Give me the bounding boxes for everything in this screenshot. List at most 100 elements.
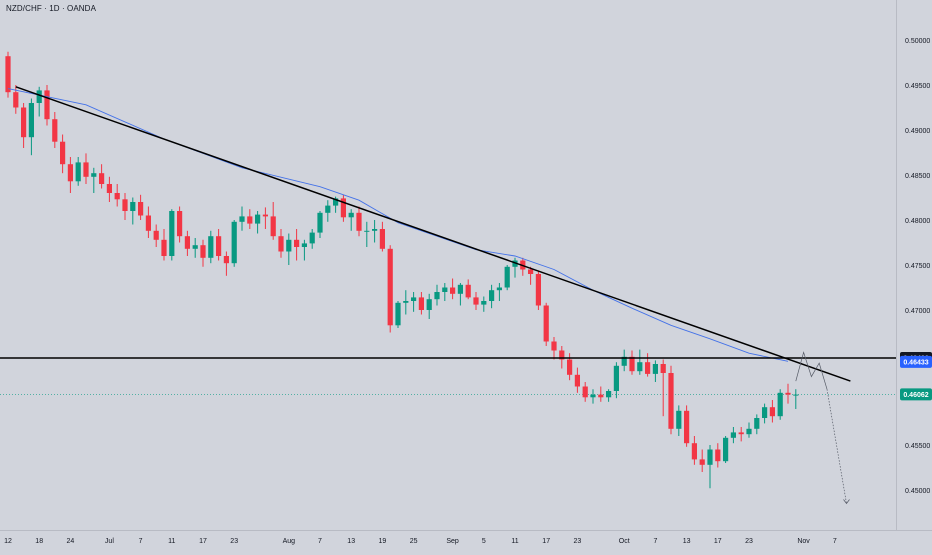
candle <box>60 134 66 174</box>
candle-body <box>153 230 159 240</box>
candle <box>239 206 245 231</box>
candle-body <box>28 103 34 138</box>
candle-body <box>309 232 315 244</box>
candle-body <box>598 394 604 398</box>
candle <box>707 445 713 489</box>
candle-body <box>676 410 682 429</box>
candle <box>652 360 658 382</box>
candle-body <box>200 245 206 258</box>
candle-body <box>543 305 549 342</box>
candle <box>606 389 612 402</box>
candle-body <box>372 229 378 231</box>
candle-body <box>559 350 565 360</box>
candle-body <box>457 284 463 294</box>
candle <box>465 279 471 300</box>
time-tick-label: 18 <box>35 538 43 545</box>
time-tick-label: 11 <box>168 538 175 545</box>
candle-body <box>574 374 580 387</box>
candle <box>645 353 651 377</box>
time-tick-label: 19 <box>379 538 387 545</box>
candle-body <box>340 198 346 218</box>
candle-body <box>395 302 401 326</box>
candle-body <box>356 212 362 231</box>
candle <box>247 209 253 229</box>
candle <box>75 157 81 186</box>
candle <box>192 238 198 258</box>
time-tick-label: 7 <box>653 538 657 545</box>
candle-body <box>567 359 573 375</box>
candle-body <box>216 236 222 256</box>
projection-zigzag <box>795 351 828 390</box>
candle <box>67 157 73 193</box>
candle <box>255 211 261 234</box>
candle <box>169 209 175 261</box>
time-tick-label: 17 <box>714 538 722 545</box>
candle-body <box>528 269 534 274</box>
time-tick-label: 12 <box>4 538 12 545</box>
candle-body <box>481 301 487 305</box>
candle <box>793 389 799 409</box>
candle <box>348 209 354 231</box>
candle <box>754 414 760 435</box>
candle <box>372 220 378 243</box>
candle <box>340 194 346 222</box>
candle-body <box>145 215 151 231</box>
candle <box>83 153 89 184</box>
candle-body <box>270 216 276 237</box>
time-tick-label: 23 <box>745 538 753 545</box>
candle <box>489 284 495 309</box>
candle <box>208 230 214 264</box>
candle-body <box>138 202 144 216</box>
candle <box>730 427 736 444</box>
candle-body <box>512 260 518 267</box>
candle <box>684 405 690 447</box>
candle-body <box>652 364 658 374</box>
candle <box>691 436 697 465</box>
candle <box>777 389 783 420</box>
candle <box>36 86 42 117</box>
candle-body <box>13 92 19 108</box>
candle <box>44 85 50 126</box>
candle-body <box>83 162 89 177</box>
candle-body <box>442 287 448 292</box>
time-tick-label: 25 <box>410 538 418 545</box>
candle <box>411 292 417 312</box>
time-tick-label: 13 <box>683 538 691 545</box>
candle <box>450 278 456 300</box>
time-tick-label: Oct <box>619 538 630 545</box>
candle-body <box>754 418 760 429</box>
candle <box>598 386 604 402</box>
time-tick-label: 11 <box>511 538 518 545</box>
candle-body <box>247 216 253 224</box>
time-tick-label: 24 <box>67 538 75 545</box>
candle-body <box>660 364 666 373</box>
candle-body <box>177 211 183 237</box>
candle <box>481 296 487 312</box>
candle <box>762 403 768 424</box>
candle-body <box>169 211 175 256</box>
candle-body <box>465 284 471 298</box>
price-axis-labels: 0.50000 0.49500 0.49000 0.48500 0.48000 0.475… <box>905 38 930 495</box>
price-tick-label: 0.47000 <box>905 308 930 315</box>
candle <box>715 443 721 468</box>
candle-body <box>473 297 479 305</box>
candle-body <box>122 199 128 211</box>
candle-body <box>262 214 268 217</box>
candle <box>99 164 105 189</box>
candle-body <box>286 239 292 252</box>
candle-body <box>348 212 354 218</box>
candle <box>379 221 385 252</box>
candle-body <box>621 356 627 366</box>
projection-dotted-path <box>826 389 847 504</box>
candle <box>317 211 323 238</box>
candle-body <box>36 90 42 103</box>
candle <box>21 103 27 148</box>
candle-body <box>668 373 674 429</box>
candle <box>543 302 549 346</box>
candle-body <box>411 297 417 301</box>
time-tick-label: Nov <box>797 538 810 545</box>
candle-body <box>75 162 81 182</box>
